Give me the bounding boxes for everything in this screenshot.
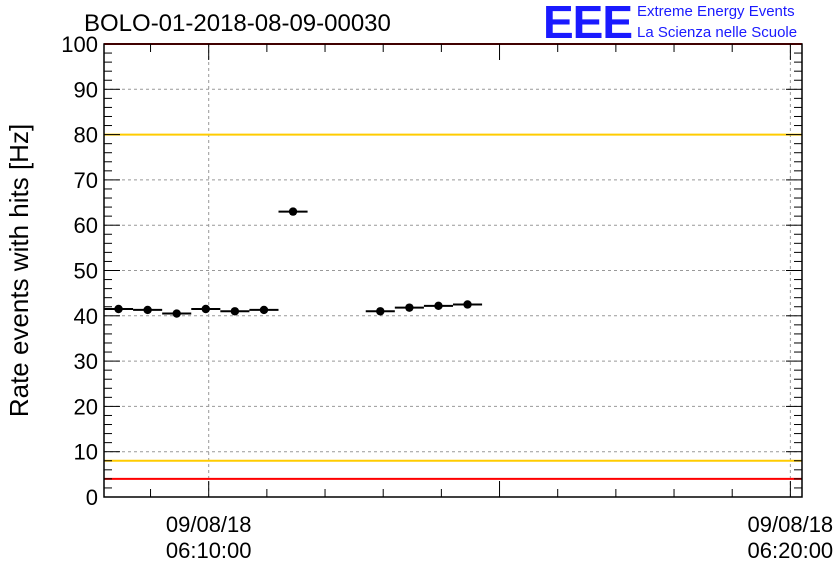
y-tick-label: 80 [74, 123, 98, 148]
data-point-marker [230, 307, 240, 316]
data-points [104, 207, 483, 318]
grid-layer [104, 44, 802, 497]
data-point-marker [288, 207, 298, 216]
data-point-marker [405, 303, 414, 312]
y-tick-label: 70 [74, 168, 98, 193]
data-point-marker [376, 307, 385, 316]
x-tick-label-date: 09/08/18 [166, 512, 252, 537]
y-tick-label: 0 [86, 485, 98, 510]
data-point-marker [259, 305, 269, 315]
y-tick-label: 60 [74, 213, 98, 238]
y-tick-label: 50 [74, 259, 98, 284]
y-axis-title: Rate events with hits [Hz] [4, 124, 34, 417]
logo-text-line2: La Scienza nelle Scuole [637, 24, 798, 41]
eee-logo-mark: EEE [543, 0, 633, 48]
y-tick-label: 10 [74, 440, 98, 465]
data-point-marker [201, 304, 210, 314]
axes [103, 43, 803, 498]
x-tick-label-date: 09/08/18 [748, 512, 834, 537]
y-tick-label: 100 [61, 32, 98, 57]
data-point-marker [114, 304, 123, 314]
y-tick-label: 30 [74, 349, 98, 374]
x-tick-label-time: 06:20:00 [748, 538, 834, 563]
data-point-marker [463, 300, 472, 309]
y-tick-label: 90 [74, 77, 98, 102]
data-point-marker [434, 301, 443, 311]
chart-title: BOLO-01-2018-08-09-00030 [84, 10, 391, 37]
tick-labels: 010203040506070809010009/08/1806:10:0009… [4, 32, 833, 563]
y-tick-label: 20 [74, 394, 98, 419]
data-point-marker [172, 309, 181, 318]
logo-text-line1: Extreme Energy Events [637, 3, 795, 20]
data-point-marker [143, 305, 152, 315]
y-tick-label: 40 [74, 304, 98, 329]
eee-logo: EEE Extreme Energy Events La Scienza nel… [543, 0, 836, 48]
x-tick-label-time: 06:10:00 [166, 538, 252, 563]
